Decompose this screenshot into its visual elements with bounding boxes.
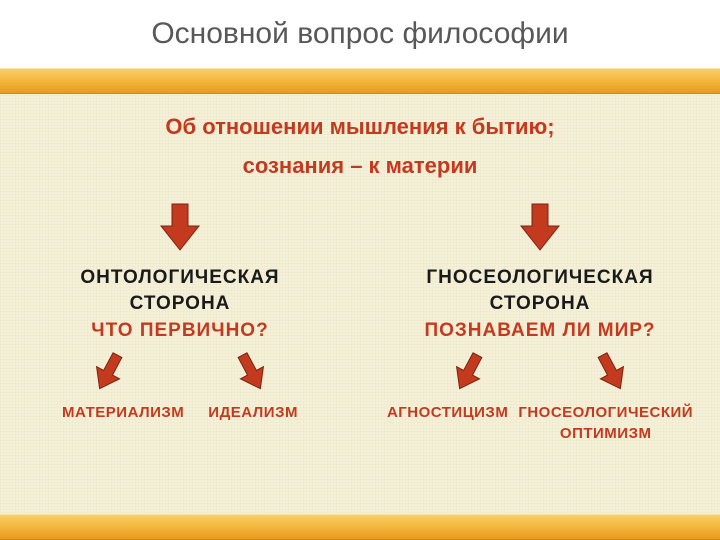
- branch-gnos-line1: ГНОСЕОЛОГИЧЕСКИЙ: [518, 404, 693, 421]
- left-column: ОНТОЛОГИЧЕСКАЯ СТОРОНА ЧТО ПЕРВИЧНО? МАТ…: [0, 198, 360, 444]
- branch-gnos-line2: ОПТИМИЗМ: [560, 425, 652, 442]
- subtitle1-svg: Об отношении мышления к бытию;: [130, 112, 590, 142]
- subtitle-line2: сознания – к материи: [0, 151, 720, 190]
- arrow-down-icon: [157, 202, 203, 254]
- bottom-gradient-band: [0, 514, 720, 540]
- right-branches: АГНОСТИЦИЗМ ГНОСЕОЛОГИЧЕСКИЙ ОПТИМИЗМ: [360, 402, 720, 444]
- branch-gnos-optimism: ГНОСЕОЛОГИЧЕСКИЙ ОПТИМИЗМ: [518, 402, 693, 444]
- top-gradient-band: [0, 68, 720, 94]
- right-big-arrow: [517, 202, 563, 259]
- branch-agnosticism: АГНОСТИЦИЗМ: [387, 402, 508, 444]
- subtitle-line1: Об отношении мышления к бытию;: [0, 112, 720, 151]
- left-small-arrows: [0, 348, 360, 394]
- arrow-down-right-icon: [590, 348, 632, 394]
- branch-materialism: МАТЕРИАЛИЗМ: [62, 402, 184, 423]
- columns: ОНТОЛОГИЧЕСКАЯ СТОРОНА ЧТО ПЕРВИЧНО? МАТ…: [0, 198, 720, 444]
- right-side-label-l1: ГНОСЕОЛОГИЧЕСКАЯ: [426, 267, 653, 288]
- arrow-down-left-icon: [448, 348, 490, 394]
- left-side-label-l1: ОНТОЛОГИЧЕСКАЯ: [80, 267, 279, 288]
- arrow-down-left-icon: [88, 348, 130, 394]
- left-question: ЧТО ПЕРВИЧНО?: [91, 320, 268, 342]
- arrow-down-icon: [517, 202, 563, 254]
- right-column: ГНОСЕОЛОГИЧЕСКАЯ СТОРОНА ПОЗНАВАЕМ ЛИ МИ…: [360, 198, 720, 444]
- diagram-content: Об отношении мышления к бытию; сознания …: [0, 94, 720, 514]
- page-title: Основной вопрос философии: [151, 17, 568, 51]
- left-branches: МАТЕРИАЛИЗМ ИДЕАЛИЗМ: [0, 402, 360, 423]
- title-bar: Основной вопрос философии: [0, 0, 720, 68]
- subtitle1-text: Об отношении мышления к бытию;: [165, 114, 554, 139]
- left-side-label-l2: СТОРОНА: [130, 293, 231, 314]
- arrow-down-right-icon: [230, 348, 272, 394]
- right-question: ПОЗНАВАЕМ ЛИ МИР?: [424, 320, 655, 342]
- right-small-arrows: [360, 348, 720, 394]
- subtitle2-text: сознания – к материи: [243, 153, 478, 178]
- right-side-label: ГНОСЕОЛОГИЧЕСКАЯ СТОРОНА: [426, 265, 653, 316]
- branch-idealism: ИДЕАЛИЗМ: [208, 402, 298, 423]
- left-side-label: ОНТОЛОГИЧЕСКАЯ СТОРОНА: [80, 265, 279, 316]
- right-side-label-l2: СТОРОНА: [490, 293, 591, 314]
- subtitle2-svg: сознания – к материи: [180, 151, 540, 181]
- left-big-arrow: [157, 202, 203, 259]
